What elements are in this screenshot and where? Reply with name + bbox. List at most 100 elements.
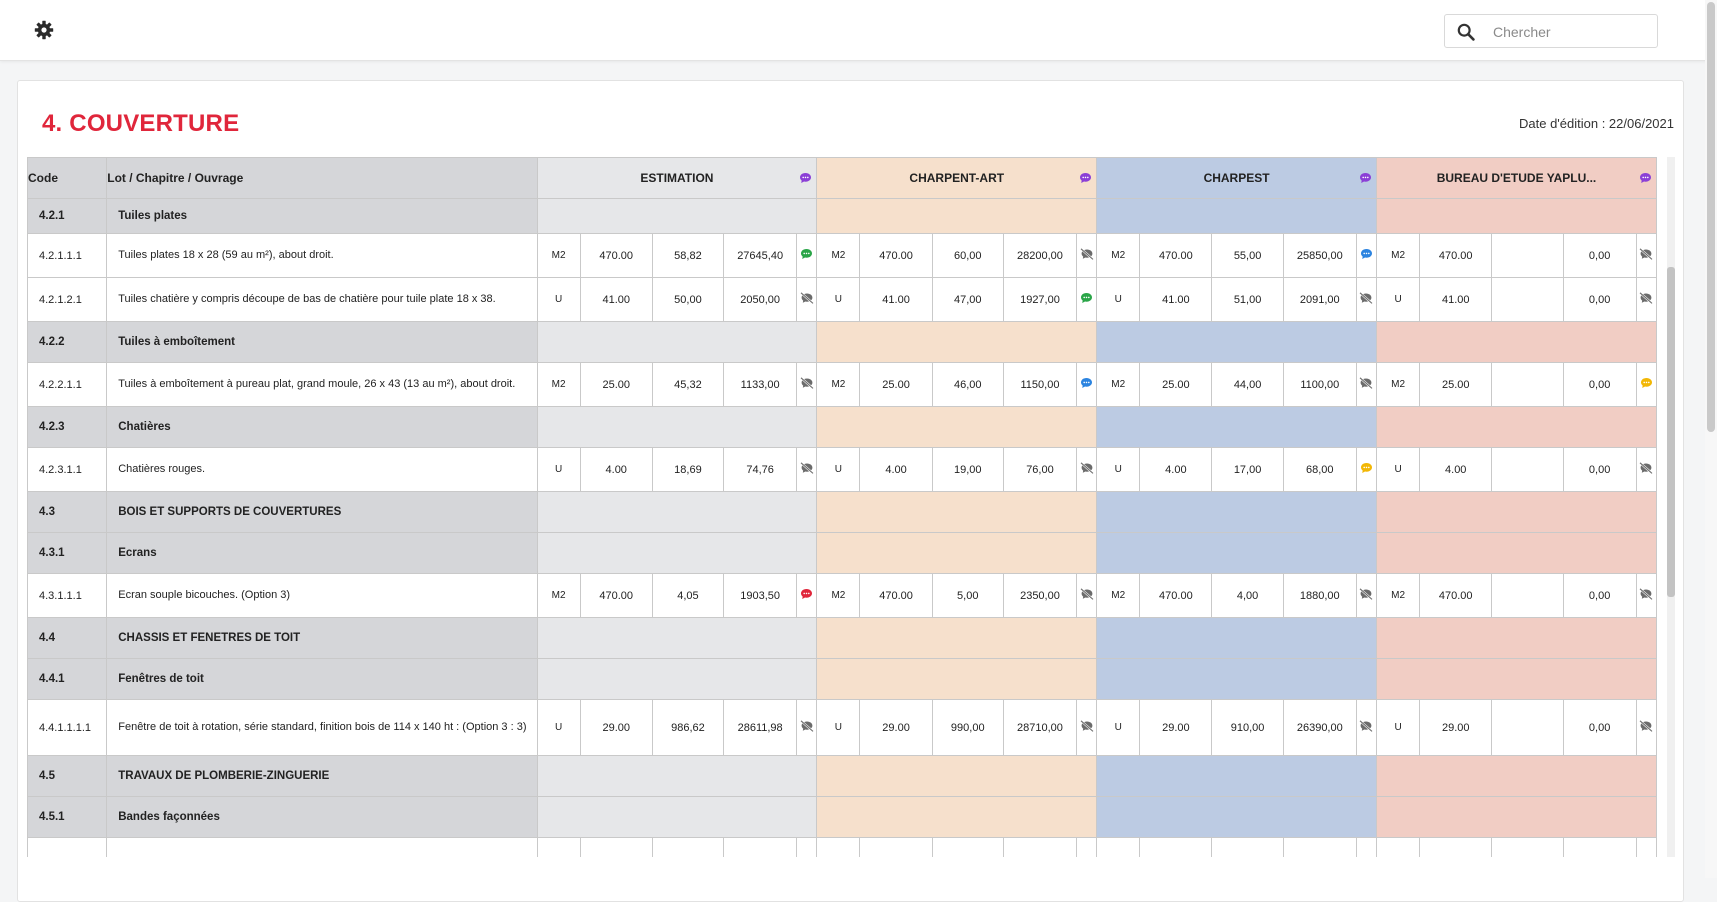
comment-off-icon[interactable] [1076, 573, 1098, 618]
total-cell: 28200,00 [1002, 233, 1078, 278]
comment-off-icon[interactable] [1635, 699, 1657, 756]
comment-off-icon[interactable] [1635, 447, 1657, 492]
section-company-band [1376, 658, 1657, 700]
quantity-cell[interactable]: 470.00 [579, 233, 653, 278]
quantity-cell[interactable] [579, 837, 653, 857]
unit-price-cell[interactable] [1491, 233, 1564, 278]
comment-off-icon[interactable] [796, 699, 818, 756]
total-cell: 2091,00 [1282, 277, 1357, 322]
gear-icon[interactable] [34, 20, 54, 40]
quantity-cell[interactable]: 29.00 [1139, 699, 1213, 756]
comment-off-icon[interactable] [1076, 233, 1098, 278]
quantity-cell[interactable]: 25.00 [1419, 362, 1493, 407]
unit-price-cell[interactable] [651, 837, 725, 857]
quantity-cell[interactable]: 41.00 [1419, 277, 1493, 322]
comment-off-icon[interactable] [1635, 233, 1657, 278]
section-company-band [1096, 491, 1377, 533]
empty-icon-cell[interactable] [1355, 837, 1378, 857]
comment-icon[interactable] [1355, 233, 1378, 278]
unit-cell: U [1096, 699, 1141, 756]
quantity-cell[interactable]: 41.00 [579, 277, 653, 322]
quantity-cell[interactable]: 4.00 [1419, 447, 1493, 492]
comment-off-icon[interactable] [1076, 699, 1098, 756]
search-icon[interactable] [1457, 23, 1475, 41]
quantity-cell[interactable]: 470.00 [859, 233, 933, 278]
quantity-cell[interactable]: 29.00 [859, 699, 933, 756]
quantity-cell[interactable]: 29.00 [1419, 699, 1493, 756]
comment-off-icon[interactable] [1355, 362, 1378, 407]
comment-icon[interactable] [799, 172, 812, 187]
unit-price-cell[interactable]: 51,00 [1211, 277, 1284, 322]
quantity-cell[interactable]: 470.00 [859, 573, 933, 618]
unit-price-cell[interactable]: 55,00 [1211, 233, 1284, 278]
unit-price-cell[interactable]: 4,05 [651, 573, 725, 618]
comment-off-icon[interactable] [1355, 277, 1378, 322]
quantity-cell[interactable]: 29.00 [579, 699, 653, 756]
unit-price-cell[interactable]: 5,00 [931, 573, 1004, 618]
comment-icon[interactable] [796, 573, 818, 618]
unit-price-cell[interactable]: 4,00 [1211, 573, 1284, 618]
unit-price-cell[interactable] [1491, 699, 1564, 756]
scrollbar-thumb[interactable] [1707, 2, 1715, 432]
quantity-cell[interactable]: 470.00 [1419, 233, 1493, 278]
unit-price-cell[interactable]: 986,62 [651, 699, 725, 756]
unit-price-cell[interactable] [1211, 837, 1284, 857]
search-input[interactable] [1491, 20, 1655, 44]
quantity-cell[interactable]: 41.00 [859, 277, 933, 322]
quantity-cell[interactable]: 25.00 [579, 362, 653, 407]
unit-price-cell[interactable]: 46,00 [931, 362, 1004, 407]
quantity-cell[interactable]: 4.00 [579, 447, 653, 492]
comment-off-icon[interactable] [1635, 573, 1657, 618]
quantity-cell[interactable]: 41.00 [1139, 277, 1213, 322]
unit-price-cell[interactable] [931, 837, 1004, 857]
comment-icon[interactable] [1079, 172, 1092, 187]
unit-price-cell[interactable]: 910,00 [1211, 699, 1284, 756]
unit-price-cell[interactable]: 18,69 [651, 447, 725, 492]
unit-price-cell[interactable]: 45,32 [651, 362, 725, 407]
unit-price-cell[interactable]: 58,82 [651, 233, 725, 278]
quantity-cell[interactable] [1139, 837, 1213, 857]
unit-price-cell[interactable]: 47,00 [931, 277, 1004, 322]
unit-price-cell[interactable] [1491, 573, 1564, 618]
quantity-cell[interactable]: 470.00 [579, 573, 653, 618]
quantity-cell[interactable] [859, 837, 933, 857]
comment-off-icon[interactable] [1635, 277, 1657, 322]
quantity-cell[interactable]: 25.00 [859, 362, 933, 407]
unit-price-cell[interactable] [1491, 447, 1564, 492]
comment-off-icon[interactable] [1076, 447, 1098, 492]
comment-icon[interactable] [796, 233, 818, 278]
comment-off-icon[interactable] [1355, 573, 1378, 618]
quantity-cell[interactable] [1419, 837, 1493, 857]
comment-icon[interactable] [1639, 172, 1652, 187]
quantity-cell[interactable]: 470.00 [1419, 573, 1493, 618]
page-scrollbar[interactable] [1705, 0, 1717, 878]
comment-off-icon[interactable] [1355, 699, 1378, 756]
empty-icon-cell[interactable] [1076, 837, 1098, 857]
comment-off-icon[interactable] [796, 277, 818, 322]
unit-price-cell[interactable] [1491, 362, 1564, 407]
unit-price-cell[interactable]: 17,00 [1211, 447, 1284, 492]
comment-icon[interactable] [1076, 362, 1098, 407]
quantity-cell[interactable]: 25.00 [1139, 362, 1213, 407]
unit-price-cell[interactable]: 990,00 [931, 699, 1004, 756]
comment-off-icon[interactable] [796, 447, 818, 492]
unit-price-cell[interactable] [1491, 277, 1564, 322]
table-scrollbar[interactable] [1667, 157, 1675, 857]
empty-icon-cell[interactable] [1635, 837, 1657, 857]
quantity-cell[interactable]: 470.00 [1139, 233, 1213, 278]
unit-price-cell[interactable]: 60,00 [931, 233, 1004, 278]
comment-icon[interactable] [1355, 447, 1378, 492]
comment-icon[interactable] [1076, 277, 1098, 322]
unit-price-cell[interactable]: 44,00 [1211, 362, 1284, 407]
quantity-cell[interactable]: 4.00 [859, 447, 933, 492]
scrollbar-thumb[interactable] [1667, 267, 1675, 597]
quantity-cell[interactable]: 4.00 [1139, 447, 1213, 492]
quantity-cell[interactable]: 470.00 [1139, 573, 1213, 618]
unit-price-cell[interactable] [1491, 837, 1564, 857]
empty-icon-cell[interactable] [796, 837, 818, 857]
unit-price-cell[interactable]: 19,00 [931, 447, 1004, 492]
unit-price-cell[interactable]: 50,00 [651, 277, 725, 322]
comment-icon[interactable] [1635, 362, 1657, 407]
comment-off-icon[interactable] [796, 362, 818, 407]
comment-icon[interactable] [1359, 172, 1372, 187]
